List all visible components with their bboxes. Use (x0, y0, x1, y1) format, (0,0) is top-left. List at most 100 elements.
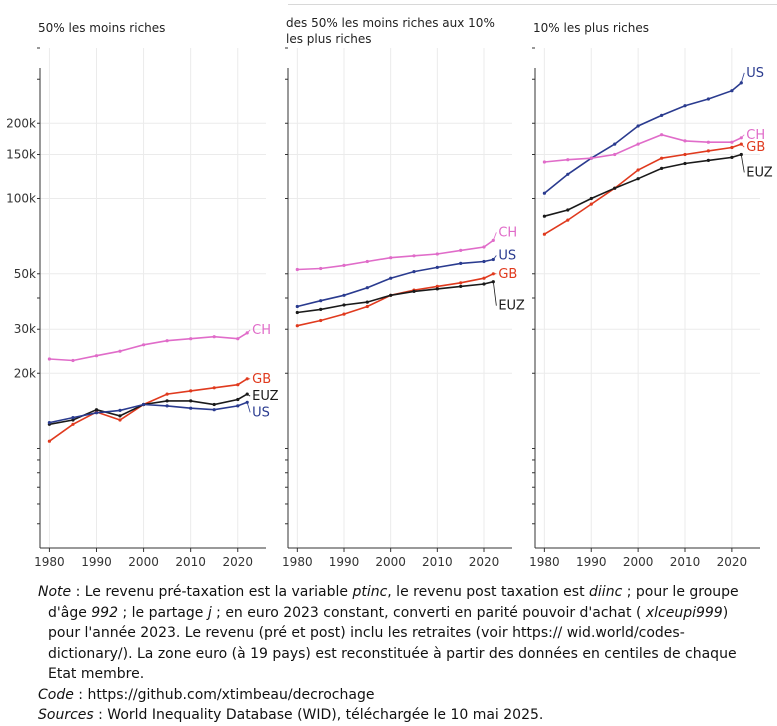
data-point-gb (660, 156, 664, 160)
y-tick-label: 100k (6, 192, 36, 206)
series-line-ch (297, 239, 494, 271)
x-tick-label: 2020 (222, 555, 253, 569)
series-label-gb: GB (252, 372, 271, 387)
data-point-gb (319, 318, 323, 323)
series-label-euz: EUZ (498, 299, 525, 314)
data-point-us (365, 286, 369, 290)
data-point-us (613, 142, 617, 146)
data-point-gb (47, 439, 52, 443)
data-point-euz (236, 397, 240, 402)
data-point-euz (566, 208, 570, 212)
data-point-euz (365, 300, 369, 304)
note-segment: j (207, 604, 212, 621)
data-point-gb (589, 202, 593, 206)
data-point-ch (566, 158, 570, 162)
data-point-gb (165, 392, 169, 396)
panel-3: 1980 1990 2000 2010 2020 10% les plus riches U… (529, 21, 773, 569)
data-point-ch (236, 337, 240, 341)
x-tick-label: 1990 (329, 555, 360, 569)
label-leader (492, 232, 497, 241)
data-point-euz (613, 186, 617, 190)
data-point-us (342, 293, 346, 297)
data-point-ch (683, 139, 687, 143)
label-leader (740, 72, 745, 84)
data-point-gb (212, 386, 216, 390)
data-point-ch (295, 267, 299, 272)
data-point-euz (589, 196, 593, 201)
data-point-euz (319, 307, 323, 311)
data-point-euz (94, 408, 99, 412)
y-tick-label: 200k (6, 116, 36, 130)
data-point-gb (189, 389, 193, 393)
x-tick-label: 2000 (128, 555, 159, 569)
data-point-ch (435, 252, 439, 256)
income-chart: 20k 30k 50k 100k 150k 200k 1980 1990 2000 2010 202… (6, 16, 773, 569)
data-point-euz (730, 155, 734, 159)
data-point-gb (295, 324, 299, 328)
data-point-us (660, 113, 664, 117)
data-point-ch (118, 349, 122, 353)
data-point-euz (189, 399, 193, 403)
data-point-euz (660, 166, 664, 170)
panel-1: 1980 1990 2000 2010 2020 50% les moins riches… (34, 21, 279, 569)
x-tick-label: 2010 (670, 555, 701, 569)
series-line-gb (48, 378, 248, 442)
x-tick-label: 2010 (175, 555, 206, 569)
label-leader (740, 154, 745, 173)
data-point-euz (482, 282, 486, 286)
series-label-gb: GB (746, 140, 765, 155)
series-line-us (49, 401, 248, 424)
x-tick-label: 2020 (469, 555, 500, 569)
label-leader (493, 255, 497, 260)
label-leader (492, 281, 497, 306)
data-point-us (319, 299, 323, 303)
note-segment: : Le revenu pré-taxation est la variable (71, 584, 353, 600)
data-point-euz (118, 414, 122, 418)
note-segment: ; en euro 2023 constant, converti en par… (211, 604, 646, 621)
data-point-ch (730, 140, 734, 144)
data-point-euz (683, 161, 687, 166)
x-tick-label: 2020 (717, 555, 748, 569)
data-point-us (118, 408, 122, 412)
panel-2: 1980 1990 2000 2010 2020 des 50% les moins ri… (282, 16, 525, 569)
data-point-ch (636, 142, 640, 146)
data-point-euz (706, 158, 711, 162)
series-line-euz (544, 153, 742, 217)
data-point-gb (236, 383, 240, 387)
sources-line: Sources : World Inequality Database (WID… (38, 705, 758, 726)
data-point-gb (706, 149, 711, 153)
data-point-us (683, 104, 687, 108)
x-tick-label: 1980 (34, 555, 65, 569)
note-paragraph: Note : Le revenu pré-taxation est la var… (38, 582, 758, 685)
note-segment: 992 (91, 604, 118, 621)
data-point-euz (412, 289, 416, 293)
data-point-ch (212, 335, 216, 339)
label-leader (246, 329, 251, 334)
code-text: : https://github.com/xtimbeau/decrochage (73, 686, 375, 703)
data-point-us (482, 259, 486, 264)
data-point-euz (459, 284, 463, 288)
x-tick-label: 1980 (529, 555, 560, 569)
data-point-gb (365, 304, 369, 309)
label-leader (246, 402, 251, 413)
data-point-us (706, 97, 711, 101)
x-tick-label: 2010 (422, 555, 453, 569)
data-point-us (245, 400, 249, 404)
data-point-gb (730, 145, 734, 150)
x-tick-label: 1980 (282, 555, 313, 569)
data-point-ch (459, 248, 463, 252)
notes-block: Note : Le revenu pré-taxation est la var… (38, 582, 758, 726)
series-label-ch: CH (746, 128, 765, 143)
data-point-euz (295, 310, 299, 315)
data-point-gb (491, 272, 495, 276)
panel-title: 50% les moins riches (38, 21, 165, 35)
data-point-ch (365, 259, 369, 264)
data-point-ch (542, 160, 547, 164)
series-label-us: US (746, 66, 764, 81)
data-point-gb (636, 168, 640, 172)
series-label-us: US (498, 249, 516, 264)
series-label-ch: CH (252, 323, 271, 338)
note-label: Note (38, 584, 72, 600)
data-point-euz (71, 418, 75, 422)
top-divider (288, 0, 777, 5)
